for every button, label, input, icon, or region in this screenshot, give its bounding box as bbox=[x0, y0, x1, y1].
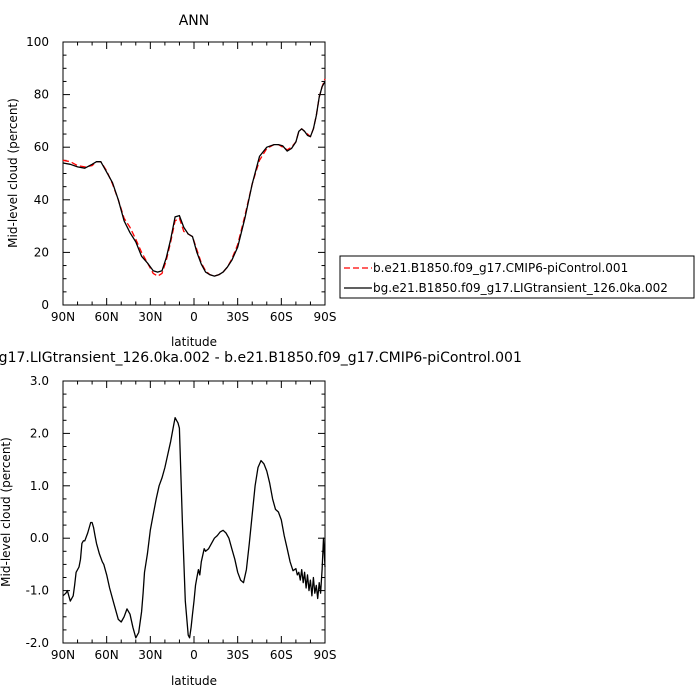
legend-box bbox=[339, 255, 695, 299]
top-xtick-label: 90N bbox=[51, 310, 75, 324]
top-panel-ylabel: Mid-level cloud (percent) bbox=[6, 98, 20, 248]
top-panel-title: ANN bbox=[179, 13, 210, 29]
top-panel-axes: 90N 60N 30N 0 30S 60S 90S 0 20 40 60 80 100 bbox=[26, 35, 336, 324]
bottom-ytick-label: -1.0 bbox=[26, 584, 49, 598]
top-panel: ANN 90N 60N 30N 0 30S 60S 90S 0 20 40 60 80 100 lati… bbox=[6, 13, 336, 349]
top-ytick-label: 20 bbox=[34, 245, 49, 259]
bottom-xtick-label: 90N bbox=[51, 648, 75, 662]
top-panel-plot-frame bbox=[62, 41, 326, 306]
top-xtick-label: 30N bbox=[138, 310, 162, 324]
bottom-panel-series bbox=[62, 417, 326, 639]
bottom-panel-xlabel: latitude bbox=[171, 674, 217, 688]
bottom-xtick-label: 30S bbox=[226, 648, 249, 662]
top-ytick-label: 40 bbox=[34, 193, 49, 207]
top-series-line-0 bbox=[62, 78, 326, 277]
top-xtick-label: 60N bbox=[95, 310, 119, 324]
top-series-line-1 bbox=[62, 81, 326, 277]
top-ytick-label: 0 bbox=[41, 298, 49, 312]
bottom-ytick-label: 0.0 bbox=[30, 531, 49, 545]
bottom-series-line-0 bbox=[62, 417, 326, 639]
bottom-panel-axes: 90N 60N 30N 0 30S 60S 90S -2.0 -1.0 0.0 1.0 2.0 3.0 bbox=[26, 374, 337, 662]
bottom-ytick-label: 2.0 bbox=[30, 426, 49, 440]
bottom-xtick-label: 60S bbox=[270, 648, 293, 662]
top-xtick-label: 90S bbox=[314, 310, 337, 324]
bottom-xtick-label: 0 bbox=[190, 648, 198, 662]
top-ytick-label: 100 bbox=[26, 35, 49, 49]
bottom-ytick-label: 3.0 bbox=[30, 374, 49, 388]
bottom-ytick-label: -2.0 bbox=[26, 636, 49, 650]
legend: b.e21.B1850.f09_g17.CMIP6-piControl.001 … bbox=[339, 255, 695, 299]
bottom-panel-title: bg.e21.B1850.f09_g17.LIGtransient_126.0k… bbox=[0, 350, 522, 366]
top-panel-series bbox=[62, 78, 326, 277]
legend-label-control: b.e21.B1850.f09_g17.CMIP6-piControl.001 bbox=[373, 261, 628, 275]
bottom-xtick-label: 90S bbox=[314, 648, 337, 662]
top-xtick-label: 0 bbox=[190, 310, 198, 324]
bottom-panel-ylabel: Mid-level cloud (percent) bbox=[0, 437, 13, 587]
bottom-xtick-label: 30N bbox=[138, 648, 162, 662]
top-panel-xlabel: latitude bbox=[171, 335, 217, 349]
bottom-ytick-label: 1.0 bbox=[30, 479, 49, 493]
legend-label-transient: bg.e21.B1850.f09_g17.LIGtransient_126.0k… bbox=[373, 281, 668, 295]
top-xtick-label: 30S bbox=[226, 310, 249, 324]
bottom-panel: bg.e21.B1850.f09_g17.LIGtransient_126.0k… bbox=[0, 350, 522, 688]
top-ytick-label: 60 bbox=[34, 140, 49, 154]
bottom-xtick-label: 60N bbox=[95, 648, 119, 662]
top-ytick-label: 80 bbox=[34, 88, 49, 102]
top-xtick-label: 60S bbox=[270, 310, 293, 324]
